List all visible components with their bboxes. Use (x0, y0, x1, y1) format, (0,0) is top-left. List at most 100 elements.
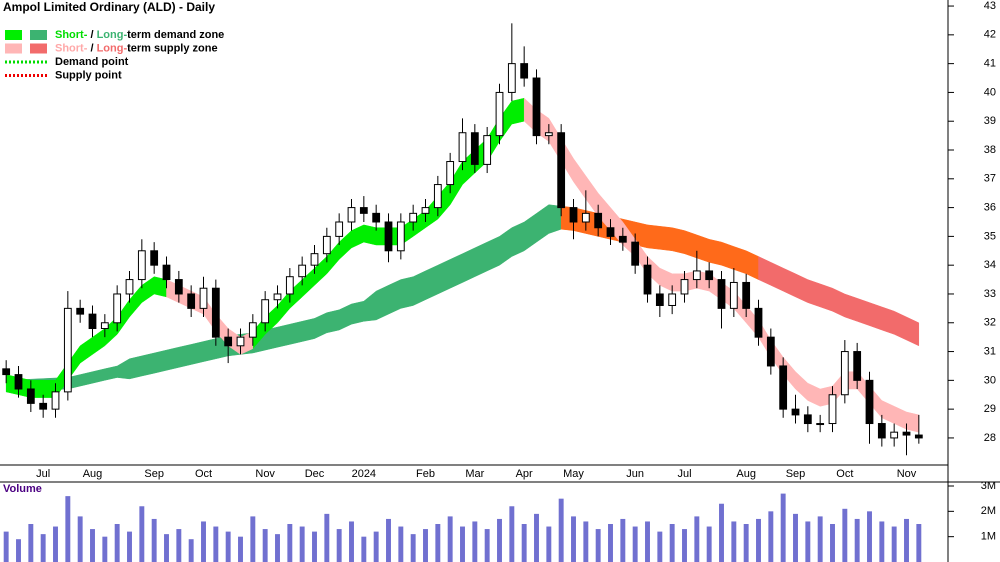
volume-bar (225, 531, 231, 562)
volume-bar (386, 518, 391, 562)
volume-bar (694, 516, 700, 562)
candle-body (717, 279, 726, 309)
candle-body (458, 132, 467, 163)
legend-entry: Demand point (55, 56, 129, 68)
volume-bar (213, 526, 219, 562)
candle-body (421, 207, 430, 214)
volume-bar (3, 531, 9, 562)
volume-y-tick-label: 2M (981, 505, 996, 517)
volume-bar (447, 516, 453, 562)
volume-bar (472, 521, 478, 562)
volume-bar (595, 529, 601, 562)
volume-bar (398, 526, 404, 562)
legend-text-part: Short- (55, 42, 88, 54)
x-tick-label: Sep (786, 468, 806, 480)
volume-bar (188, 539, 194, 562)
candle-body (76, 307, 85, 315)
candle-body (495, 91, 504, 137)
volume-bar (435, 524, 441, 562)
candle-body (347, 207, 356, 223)
x-tick-label: Jul (677, 468, 691, 480)
y-tick-label: 42 (984, 29, 996, 41)
candle-body (680, 279, 689, 295)
volume-bar (669, 524, 675, 562)
candle-body (754, 307, 763, 338)
zone-band (758, 256, 920, 347)
volume-bar (90, 529, 95, 562)
candle-body (433, 184, 442, 209)
candle-body (88, 313, 97, 330)
candle-body (581, 212, 590, 223)
candle-body (137, 250, 146, 281)
volume-bar (410, 534, 416, 562)
volume-bar (731, 521, 737, 562)
legend-swatch (30, 30, 47, 40)
candle-body (113, 293, 122, 324)
x-tick-label: Aug (83, 468, 103, 480)
x-tick-label: Jun (626, 468, 644, 480)
candle-body (532, 77, 541, 137)
candles (2, 23, 923, 456)
legend-text-part: Long- (97, 29, 128, 41)
legend-text-part: term demand zone (127, 29, 224, 41)
candle-body (125, 279, 134, 295)
candle-body (322, 235, 331, 255)
y-tick-label: 43 (984, 0, 996, 12)
x-tick-label: Jul (36, 468, 50, 480)
candle-body (569, 207, 578, 223)
candle-body (211, 287, 220, 338)
x-tick-label: Dec (305, 468, 325, 480)
volume-bar (682, 529, 687, 562)
volume-bar (793, 513, 798, 562)
candle-body (310, 253, 319, 266)
volume-bar (521, 524, 527, 562)
volume-y-tick-label: 1M (981, 531, 996, 543)
volume-bar (151, 518, 157, 562)
volume-bar (805, 521, 811, 562)
volume-bar (546, 526, 552, 562)
x-tick-label: Nov (897, 468, 917, 480)
candle-body (39, 402, 48, 410)
y-tick-label: 37 (984, 173, 996, 185)
volume-bar (287, 524, 293, 562)
y-tick-label: 33 (984, 288, 996, 300)
legend-text-part: / (87, 29, 96, 41)
candle-body (162, 264, 171, 281)
volume-bar (558, 498, 564, 562)
candle-body (409, 212, 418, 223)
y-tick-label: 41 (984, 58, 996, 70)
candle-body (594, 212, 603, 229)
volume-bar (916, 524, 922, 562)
candle-body (803, 414, 812, 425)
candle-body (199, 287, 208, 309)
legend-text-part: Supply point (55, 69, 122, 81)
candle-body (396, 221, 405, 252)
legend-entry: Supply point (55, 69, 122, 81)
volume-bar (534, 513, 539, 562)
volume-bar (645, 521, 650, 562)
y-tick-label: 36 (984, 202, 996, 214)
candle-body (557, 132, 566, 209)
candle-body (742, 281, 751, 309)
volume-bar (324, 513, 330, 562)
volume-bar (904, 518, 909, 562)
candle-body (668, 293, 677, 306)
x-tick-label: Apr (516, 468, 533, 480)
candle-body (766, 336, 775, 367)
volume-bar (719, 503, 724, 562)
candle-body (840, 351, 849, 396)
candle-body (273, 293, 282, 301)
candle-body (335, 221, 344, 237)
candle-body (63, 307, 72, 393)
y-tick-label: 30 (984, 374, 996, 386)
volume-bar (299, 526, 305, 562)
candle-body (520, 63, 529, 79)
candle-body (446, 161, 455, 186)
x-tick-label: Sep (144, 468, 164, 480)
volume-bar (201, 521, 206, 562)
volume-bar (497, 518, 502, 562)
candle-body (483, 135, 492, 165)
candle-body (902, 431, 911, 436)
volume-bar (238, 536, 243, 562)
volume-bar (706, 526, 712, 562)
